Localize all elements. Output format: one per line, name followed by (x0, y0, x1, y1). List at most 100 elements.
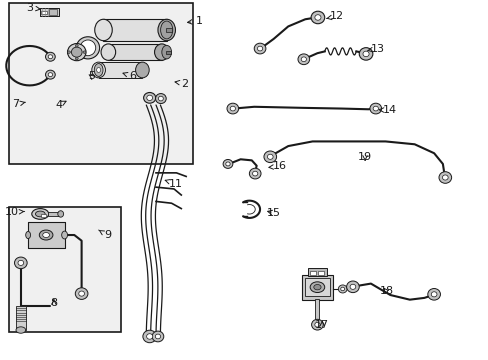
Bar (28, 222, 64, 248)
Ellipse shape (230, 106, 235, 111)
Bar (99, 62, 142, 78)
Ellipse shape (223, 159, 232, 168)
Ellipse shape (146, 334, 152, 339)
Text: 6: 6 (123, 71, 136, 81)
Bar (165, 51, 170, 54)
Ellipse shape (162, 45, 171, 59)
Ellipse shape (252, 171, 257, 176)
Ellipse shape (346, 281, 359, 293)
Ellipse shape (249, 168, 261, 179)
Ellipse shape (313, 284, 321, 290)
Text: 15: 15 (266, 208, 280, 218)
Ellipse shape (301, 57, 306, 62)
Bar (103, 19, 166, 41)
Bar (309, 271, 315, 275)
Ellipse shape (340, 287, 344, 291)
Text: 9: 9 (99, 230, 111, 240)
Ellipse shape (67, 51, 70, 53)
Ellipse shape (154, 44, 169, 60)
Ellipse shape (438, 172, 451, 183)
Ellipse shape (71, 47, 82, 57)
Ellipse shape (92, 62, 105, 78)
Ellipse shape (314, 322, 320, 327)
Ellipse shape (18, 260, 23, 265)
Text: 7: 7 (12, 99, 25, 109)
Ellipse shape (15, 257, 27, 269)
Ellipse shape (225, 162, 230, 166)
Bar (315, 299, 319, 324)
Ellipse shape (310, 11, 324, 24)
Ellipse shape (158, 96, 163, 101)
Ellipse shape (143, 93, 156, 103)
Ellipse shape (158, 19, 175, 41)
Ellipse shape (45, 70, 55, 79)
Ellipse shape (152, 331, 163, 342)
Ellipse shape (430, 292, 436, 297)
Ellipse shape (75, 44, 78, 47)
Text: 10: 10 (5, 207, 24, 217)
Ellipse shape (32, 208, 49, 219)
Ellipse shape (16, 327, 26, 333)
Text: 18: 18 (379, 287, 393, 296)
Ellipse shape (257, 46, 262, 51)
Ellipse shape (61, 231, 67, 239)
Ellipse shape (427, 288, 440, 300)
Bar (47, 212, 60, 216)
Ellipse shape (42, 233, 49, 238)
Bar (41, 214, 46, 217)
Text: 16: 16 (268, 161, 286, 171)
Ellipse shape (309, 282, 324, 293)
Ellipse shape (155, 94, 166, 104)
Ellipse shape (94, 64, 103, 76)
Ellipse shape (160, 21, 172, 39)
Bar (108, 44, 162, 60)
Text: 19: 19 (357, 152, 371, 162)
Text: 13: 13 (367, 44, 385, 54)
Ellipse shape (48, 55, 53, 59)
Ellipse shape (254, 43, 265, 54)
Ellipse shape (442, 175, 447, 180)
Ellipse shape (369, 103, 381, 114)
Text: 17: 17 (315, 320, 329, 330)
Ellipse shape (362, 51, 368, 57)
Ellipse shape (226, 103, 238, 114)
Text: 4: 4 (55, 100, 66, 110)
Ellipse shape (58, 211, 63, 217)
Ellipse shape (48, 73, 53, 77)
Ellipse shape (155, 334, 160, 339)
Ellipse shape (67, 44, 86, 61)
Ellipse shape (349, 284, 355, 289)
Ellipse shape (80, 40, 96, 56)
Bar (307, 267, 326, 276)
Ellipse shape (76, 37, 100, 59)
Ellipse shape (95, 19, 112, 41)
Text: 8: 8 (50, 298, 58, 308)
Text: 1: 1 (187, 16, 203, 26)
Ellipse shape (45, 52, 55, 61)
Text: 5: 5 (88, 71, 95, 81)
Bar (16, 306, 26, 330)
Bar (49, 9, 57, 15)
Bar (9, 207, 120, 332)
Ellipse shape (39, 230, 53, 240)
Bar (318, 271, 324, 275)
Ellipse shape (338, 285, 346, 293)
Ellipse shape (83, 51, 86, 53)
Bar (305, 278, 329, 296)
Ellipse shape (314, 15, 320, 20)
Text: 3: 3 (26, 3, 40, 13)
Ellipse shape (97, 67, 101, 72)
Text: 11: 11 (165, 179, 182, 189)
Text: 12: 12 (326, 12, 343, 21)
Bar (40, 8, 59, 16)
Text: 2: 2 (175, 78, 188, 89)
Text: 14: 14 (378, 105, 396, 115)
Bar (301, 275, 333, 300)
Ellipse shape (359, 48, 372, 60)
Ellipse shape (35, 211, 45, 217)
Ellipse shape (101, 44, 116, 60)
Ellipse shape (75, 57, 78, 60)
Ellipse shape (75, 288, 88, 300)
Ellipse shape (135, 62, 149, 78)
Ellipse shape (264, 151, 276, 163)
